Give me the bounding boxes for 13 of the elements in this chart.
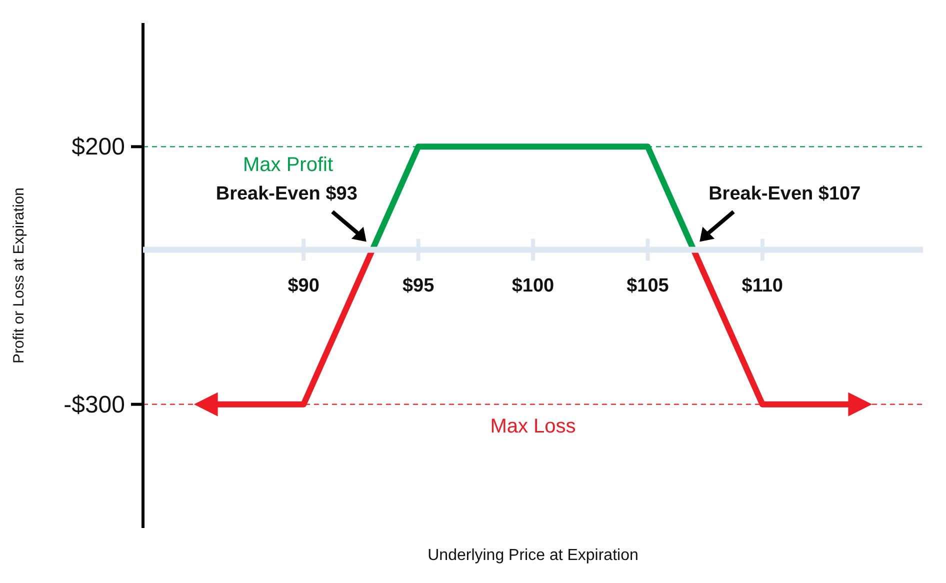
- y-axis-title: Profit or Loss at Expiration: [10, 188, 28, 364]
- annotation: Break-Even $93: [216, 184, 358, 205]
- x-tick-label: $110: [742, 276, 784, 297]
- ref-line-label: Max Profit: [243, 154, 334, 176]
- x-tick-label: $95: [402, 276, 435, 297]
- y-tick-label: -$300: [64, 391, 125, 418]
- x-tick-label: $100: [512, 276, 554, 297]
- x-tick-label: $105: [626, 276, 670, 297]
- annotation: Break-Even $107: [708, 184, 861, 205]
- x-axis-title: Underlying Price at Expiration: [428, 547, 638, 564]
- y-tick-label: $200: [72, 134, 125, 161]
- x-tick-label: $90: [288, 276, 320, 297]
- ref-line-label: Max Loss: [490, 415, 576, 438]
